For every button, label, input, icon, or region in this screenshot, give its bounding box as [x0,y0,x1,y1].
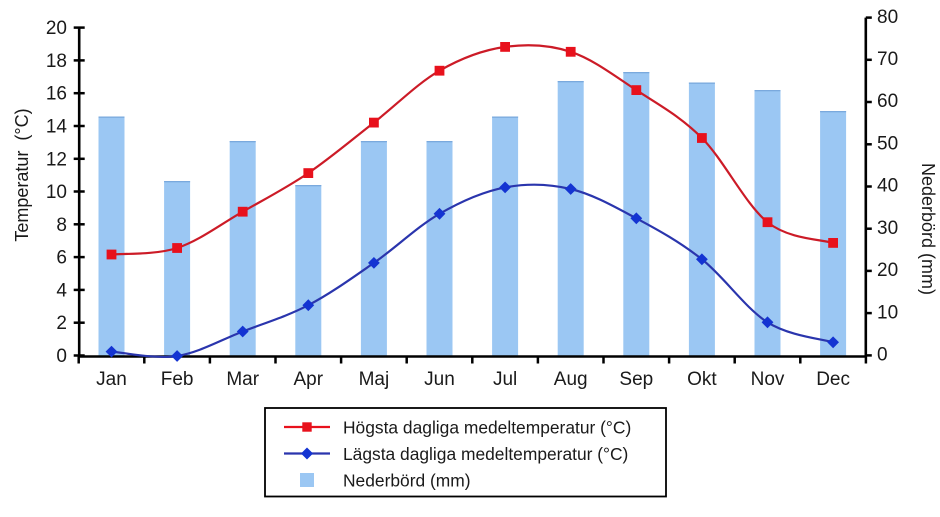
svg-text:Jun: Jun [424,369,455,390]
svg-text:50: 50 [877,134,898,155]
svg-text:0: 0 [56,346,67,367]
svg-text:Maj: Maj [359,369,390,390]
svg-text:12: 12 [46,149,67,170]
svg-text:Nederbörd (mm): Nederbörd (mm) [343,471,471,491]
svg-text:10: 10 [877,302,898,323]
svg-text:70: 70 [877,49,898,70]
svg-text:4: 4 [56,280,67,301]
svg-text:30: 30 [877,218,898,239]
svg-text:Jul: Jul [493,369,517,390]
svg-text:18: 18 [46,51,67,72]
svg-text:Apr: Apr [294,369,324,390]
svg-text:6: 6 [56,248,67,269]
svg-text:Nov: Nov [751,369,785,390]
svg-text:14: 14 [46,117,68,138]
svg-text:Temperatur (°C): Temperatur (°C) [12,108,32,241]
svg-text:20: 20 [46,18,67,39]
svg-text:Aug: Aug [554,369,588,390]
svg-text:10: 10 [46,182,67,203]
svg-text:20: 20 [877,260,898,281]
svg-text:0: 0 [877,345,888,366]
svg-text:Feb: Feb [161,369,194,390]
svg-text:16: 16 [46,84,67,105]
svg-text:Nederbörd (mm): Nederbörd (mm) [918,163,938,295]
svg-text:Jan: Jan [96,369,127,390]
svg-text:Sep: Sep [619,369,653,390]
svg-text:Okt: Okt [687,369,717,390]
svg-text:Mar: Mar [226,369,259,390]
svg-text:Lägsta dagliga medeltemperatur: Lägsta dagliga medeltemperatur (°C) [343,444,628,464]
svg-text:2: 2 [56,313,67,334]
svg-text:60: 60 [877,91,898,112]
svg-text:80: 80 [877,7,898,28]
svg-text:Högsta dagliga medeltemperatur: Högsta dagliga medeltemperatur (°C) [343,418,631,438]
svg-text:40: 40 [877,176,898,197]
svg-text:8: 8 [56,215,67,236]
svg-text:Dec: Dec [816,369,850,390]
